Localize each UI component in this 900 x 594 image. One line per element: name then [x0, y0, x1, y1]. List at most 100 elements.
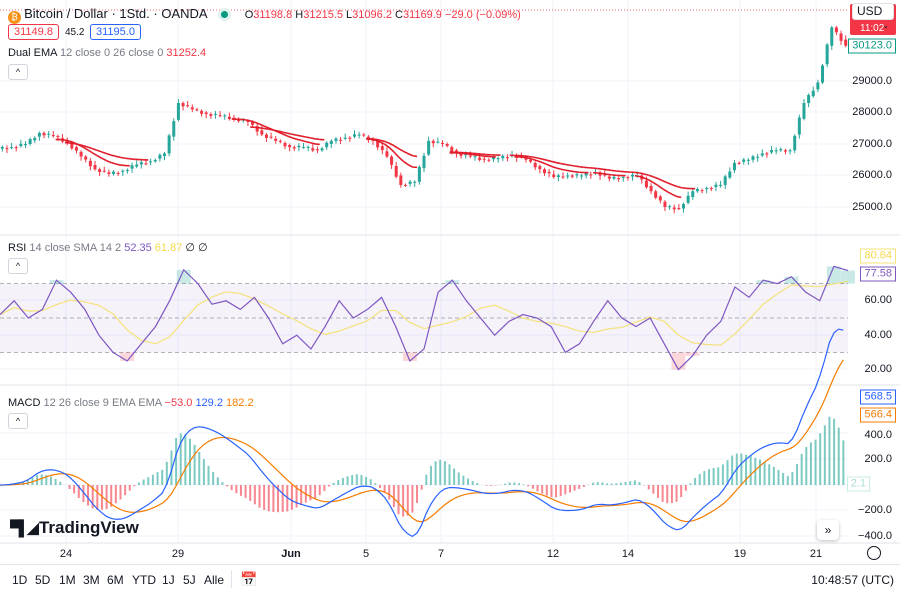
macd-histogram-bar	[429, 465, 432, 485]
high-label: H	[295, 9, 304, 21]
countdown: 11:02	[860, 23, 885, 34]
dual-ema-line	[259, 127, 265, 130]
candle-body	[56, 136, 60, 138]
dual-ema-line	[662, 180, 668, 184]
dual-ema-line	[301, 139, 307, 143]
macd-histogram-bar	[476, 483, 479, 485]
dual-ema-line	[555, 161, 561, 165]
macd-histogram-bar	[531, 485, 534, 489]
candle-body	[190, 107, 194, 110]
rsi-sma-line	[0, 280, 849, 346]
macd-histogram-bar	[253, 485, 256, 505]
candle-body	[556, 175, 560, 178]
rsi-sma-tag: 80.64	[860, 248, 896, 264]
range-ytd[interactable]: YTD	[132, 573, 156, 587]
macd-histogram-bar	[420, 485, 423, 490]
macd-histogram-bar	[45, 475, 48, 485]
macd-histogram-bar	[175, 437, 178, 485]
tradingview-logo[interactable]: ▀▌◢ TradingView	[10, 518, 139, 538]
buy-button[interactable]: 31195.0	[90, 24, 141, 40]
macd-histogram-bar	[592, 482, 595, 485]
rsi-collapse-button[interactable]: ^	[8, 258, 28, 274]
range-3m[interactable]: 3M	[83, 573, 100, 587]
clock: 10:48:57 (UTC)	[811, 573, 894, 587]
candle-body	[403, 184, 407, 186]
dual-ema-line	[375, 138, 381, 142]
calendar-goto-icon[interactable]: 📅	[240, 571, 258, 587]
macd-histogram-bar	[239, 485, 242, 496]
dual-ema-line	[407, 152, 413, 157]
macd-histogram-bar	[462, 475, 465, 485]
candle-body	[172, 121, 176, 137]
dual-ema-line	[574, 165, 580, 168]
candle-body	[144, 163, 148, 165]
macd-histogram-bar	[823, 425, 826, 485]
candle-body	[14, 147, 18, 149]
settings-gear-icon[interactable]	[867, 546, 881, 560]
dual-ema-line	[541, 161, 548, 166]
candle-body	[232, 117, 236, 119]
macd-histogram-bar	[59, 481, 62, 485]
macd-histogram-bar	[230, 485, 233, 491]
macd-histogram-bar	[68, 485, 71, 489]
candle-body	[783, 150, 787, 152]
x-tick: 12	[546, 548, 560, 560]
range-5d[interactable]: 5D	[35, 573, 51, 587]
candle-body	[760, 153, 764, 156]
collapse-button[interactable]: ^	[8, 64, 28, 80]
candle-body	[278, 140, 282, 142]
candle-body	[649, 186, 653, 192]
sell-button[interactable]: 31149.8	[8, 24, 59, 40]
macd-histogram-bar	[670, 485, 673, 504]
dual-ema-line	[111, 154, 117, 158]
range-5j[interactable]: 5J	[183, 573, 196, 587]
candle-body	[93, 165, 97, 170]
candle-body	[274, 138, 278, 141]
range-all[interactable]: Alle	[204, 573, 225, 587]
macd-histogram-bar	[96, 485, 99, 510]
dual-ema-line	[120, 156, 126, 160]
dual-ema-line	[277, 130, 283, 133]
macd-histogram-bar	[100, 485, 103, 510]
candle-body	[584, 173, 588, 176]
scroll-to-realtime-button[interactable]: »	[817, 520, 839, 540]
candle-body	[487, 159, 491, 161]
dual-ema-line	[273, 129, 279, 132]
macd-histogram-bar	[573, 485, 576, 491]
macd-histogram-bar	[351, 475, 354, 485]
candle-body	[362, 134, 366, 136]
candle-body	[770, 150, 774, 153]
candle-body	[834, 27, 838, 33]
range-6m[interactable]: 6M	[107, 573, 124, 587]
range-1d[interactable]: 1D	[12, 573, 28, 587]
macd-histogram-bar	[119, 485, 122, 500]
ema-value: 31252.4	[166, 47, 207, 59]
macd-histogram-bar	[559, 485, 562, 497]
range-1m[interactable]: 1M	[59, 573, 76, 587]
macd-histogram-bar	[582, 485, 585, 487]
dual-ema-line	[287, 135, 293, 139]
candle-body	[751, 156, 755, 160]
rsi-tick: 20.00	[864, 363, 892, 375]
range-1j[interactable]: 1J	[162, 573, 175, 587]
candle-body	[139, 162, 143, 165]
macd-collapse-button[interactable]: ^	[8, 413, 28, 429]
candle-body	[524, 158, 528, 160]
dual-ema-line	[671, 193, 677, 198]
ema-name: Dual EMA	[8, 47, 57, 59]
candle-body	[251, 121, 255, 125]
macd-histogram-bar	[703, 471, 706, 485]
macd-histogram-bar	[91, 485, 94, 509]
candle-body	[538, 166, 542, 170]
dual-ema-legend: Dual EMA 12 close 0 26 close 0 31252.4	[8, 47, 206, 59]
dual-ema-line	[648, 179, 654, 184]
dual-ema-line	[106, 159, 112, 164]
chevron-down-icon: ⌄	[882, 21, 889, 30]
macd-histogram-bar	[156, 472, 159, 485]
last-price-tag: 30123.0	[848, 38, 896, 54]
candle-body	[542, 169, 546, 174]
currency-select[interactable]: USD ⌄	[852, 3, 894, 30]
dual-ema-line	[648, 174, 654, 178]
macd-histogram-bar	[657, 485, 660, 498]
